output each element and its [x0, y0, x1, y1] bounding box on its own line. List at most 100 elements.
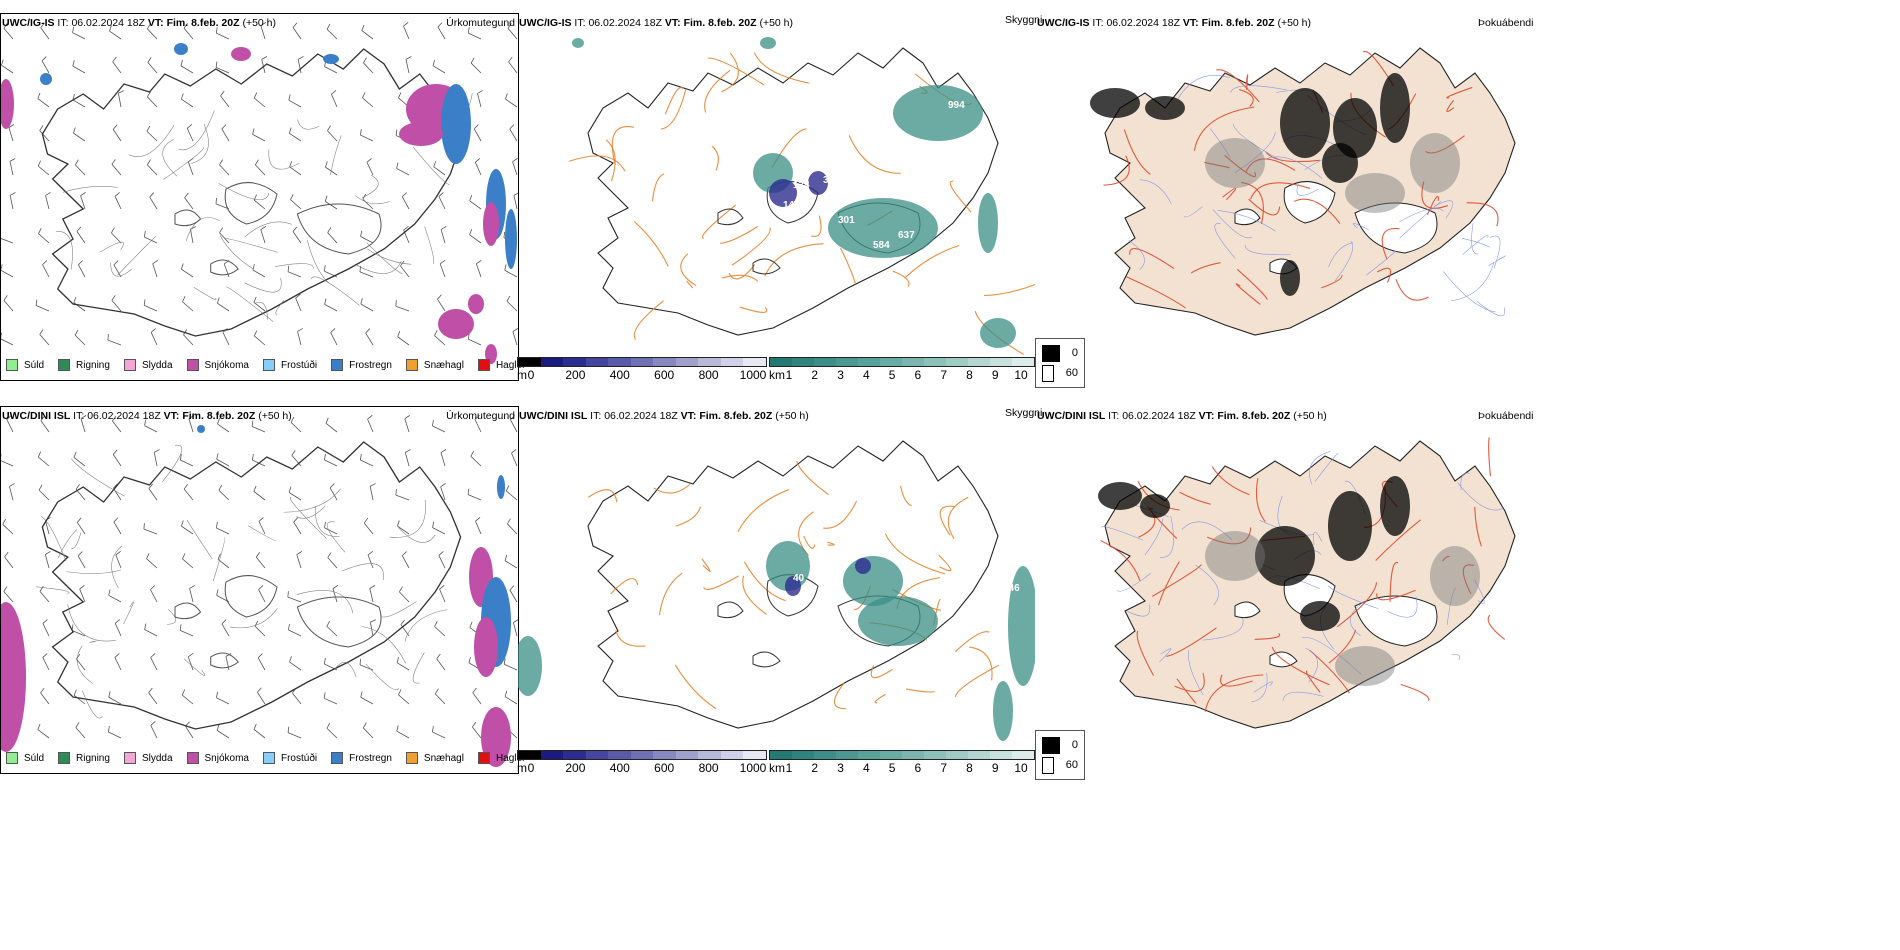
legend-label: Rigning	[76, 752, 110, 764]
iceland-map	[1103, 47, 1516, 336]
scale-bin	[720, 358, 744, 366]
scale-tick-label: 7	[940, 761, 947, 775]
scale-bin	[743, 751, 767, 759]
scale-tick-label: 600	[654, 761, 675, 775]
legend-swatch	[186, 752, 199, 764]
scale-tick-label: 1	[785, 761, 793, 775]
scale-tick-label: 5	[888, 761, 896, 775]
precip-legend-item: Frostúði	[262, 359, 317, 371]
scale-tick-label: 600	[654, 368, 675, 382]
scale-bin	[653, 358, 676, 366]
visibility-value-label: 546	[1003, 583, 1020, 594]
scale-tick-label: 5	[888, 368, 896, 382]
legend-label: Haglél	[495, 359, 525, 371]
precip-legend-item: Slydda	[123, 752, 173, 764]
scale-tick-label: 2	[811, 761, 819, 775]
fog-legend-label: 60	[1065, 759, 1078, 771]
fog-legend-swatch	[1042, 736, 1060, 754]
fog-legend-item: 60	[1042, 363, 1078, 383]
precip-legend-item: Súld	[6, 752, 44, 764]
fog-legend-item: 0	[1042, 343, 1078, 363]
scale-bin	[770, 751, 792, 759]
vis-scale-m-1: m 0 200 400 600 800 1000	[517, 357, 767, 382]
scale-colorbar	[769, 750, 1035, 760]
precip-legend-item: Snjókoma	[186, 752, 249, 764]
legend-swatch	[405, 359, 418, 371]
panel-title-4: Úrkomutegund	[446, 410, 515, 422]
visibility-value-label: 207	[948, 493, 965, 504]
scale-unit: m	[517, 368, 527, 382]
visibility-map-igis: 994 993 134 349 146 301 637 584	[518, 13, 1035, 359]
scale-tick-label: 2	[811, 368, 819, 382]
visibility-map-dini: 207 546 40	[518, 406, 1035, 752]
scale-tick-label: 9	[991, 368, 999, 382]
scale-bin	[1012, 751, 1034, 759]
vis-scale-km-2: km 1 2 3 4 5 6 7 8 9 10	[769, 750, 1035, 775]
legend-label: Frostregn	[349, 359, 392, 371]
scale-bin	[608, 358, 631, 366]
visibility-value-label: 993	[1003, 190, 1020, 201]
panel-header-3: UWC/IG-IS IT: 06.02.2024 18Z VT: Fim. 8.…	[1037, 17, 1312, 29]
scale-tick-label: 3	[837, 761, 844, 775]
scale-bin	[946, 358, 968, 366]
fog-legend-swatch	[1042, 364, 1054, 382]
legend-label: Súld	[24, 752, 45, 764]
legend-swatch	[405, 752, 418, 764]
scale-bin	[585, 358, 609, 366]
wind-barbs	[1, 415, 518, 739]
scale-bin	[990, 751, 1012, 759]
precip-legend-item: Snjókoma	[186, 359, 249, 371]
fog-legend-label: 60	[1065, 367, 1078, 379]
scale-bin	[902, 751, 924, 759]
wind-barbs	[1, 22, 518, 346]
legend-swatch	[6, 359, 18, 371]
fog-legend-item: 0	[1042, 735, 1078, 755]
precip-legend-item: Snæhagl	[405, 359, 464, 371]
scale-colorbar	[517, 357, 767, 367]
panel-title-5: Skyggni	[1005, 407, 1043, 419]
legend-label: Snæhagl	[423, 359, 464, 371]
panel-header-4: UWC/DINI ISL IT: 06.02.2024 18Z VT: Fim.…	[2, 410, 292, 422]
scale-bin	[653, 751, 676, 759]
scale-bin	[743, 358, 767, 366]
scale-bin	[880, 751, 902, 759]
visibility-value-label: 146	[783, 200, 800, 211]
scale-bin	[563, 751, 586, 759]
legend-label: Slydda	[141, 359, 173, 371]
legend-swatch	[477, 752, 490, 764]
scale-tick-label: 8	[966, 368, 973, 382]
scale-tick-label: 400	[609, 368, 630, 382]
scale-bin	[880, 358, 902, 366]
visibility-value-label: 134	[793, 180, 810, 191]
vis-scale-km-1: km 1 2 3 4 5 6 7 8 9 10	[769, 357, 1035, 382]
scale-bin	[968, 751, 990, 759]
legend-label: Snjókoma	[204, 359, 249, 371]
legend-label: Snjókoma	[204, 752, 249, 764]
scale-colorbar	[769, 357, 1035, 367]
fog-legend-swatch	[1042, 344, 1060, 362]
fog-index-map-dini	[1035, 406, 1555, 746]
scale-bin	[540, 751, 564, 759]
panel-header-1: UWC/IG-IS IT: 06.02.2024 18Z VT: Fim. 8.…	[2, 17, 277, 29]
fog-legend-item: 60	[1042, 755, 1078, 775]
fog-legend-2: 0 60	[1035, 730, 1085, 780]
scale-bin	[924, 751, 946, 759]
scale-colorbar	[517, 750, 767, 760]
visibility-value-label: 994	[948, 100, 965, 111]
legend-swatch	[58, 752, 71, 764]
vis-map-svg-1: 994 993 134 349 146 301 637 584	[569, 37, 1035, 355]
iceland-map	[41, 48, 473, 337]
scale-bin	[770, 358, 792, 366]
scale-tick-label: 200	[565, 761, 586, 775]
visibility-value-label: 301	[838, 215, 855, 226]
scale-bin	[858, 751, 880, 759]
legend-label: Haglél	[495, 752, 525, 764]
fog-map-svg-1	[1090, 47, 1516, 336]
scale-bin	[675, 751, 699, 759]
legend-swatch	[331, 359, 344, 371]
fog-legend-label: 0	[1071, 347, 1078, 359]
scale-tick-label: 10	[1014, 368, 1028, 382]
precip-map-svg-2	[1, 415, 518, 767]
scale-tick-label: 800	[698, 761, 719, 775]
scale-bin	[836, 358, 858, 366]
